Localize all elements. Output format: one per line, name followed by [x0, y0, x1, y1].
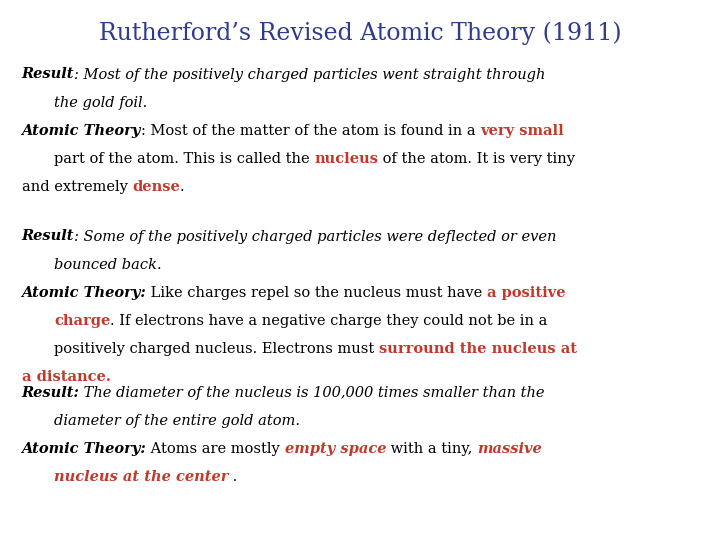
Text: : Some of the positively charged particles were deflected or even: : Some of the positively charged particl… — [74, 230, 557, 244]
Text: Rutherford’s Revised Atomic Theory (1911): Rutherford’s Revised Atomic Theory (1911… — [99, 22, 621, 45]
Text: charge: charge — [54, 314, 110, 328]
Text: diameter of the entire gold atom.: diameter of the entire gold atom. — [54, 414, 300, 428]
Text: bounced back.: bounced back. — [54, 258, 161, 272]
Text: nucleus at the center: nucleus at the center — [54, 470, 228, 484]
Text: Atoms are mostly: Atoms are mostly — [146, 442, 284, 456]
Text: Result: Result — [22, 68, 74, 82]
Text: .: . — [228, 470, 238, 484]
Text: dense: dense — [132, 180, 180, 194]
Text: : Most of the positively charged particles went straight through: : Most of the positively charged particl… — [74, 68, 546, 82]
Text: surround the nucleus at: surround the nucleus at — [379, 342, 577, 356]
Text: The diameter of the nucleus is 100,000 times smaller than the: The diameter of the nucleus is 100,000 t… — [79, 386, 545, 400]
Text: : Most of the matter of the atom is found in a: : Most of the matter of the atom is foun… — [141, 124, 480, 138]
Text: Atomic Theory:: Atomic Theory: — [22, 286, 146, 300]
Text: .: . — [180, 180, 184, 194]
Text: part of the atom. This is called the: part of the atom. This is called the — [54, 152, 314, 166]
Text: Atomic Theory: Atomic Theory — [22, 124, 141, 138]
Text: the gold foil.: the gold foil. — [54, 96, 148, 110]
Text: with a tiny,: with a tiny, — [386, 442, 477, 456]
Text: positively charged nucleus. Electrons must: positively charged nucleus. Electrons mu… — [54, 342, 379, 356]
Text: nucleus: nucleus — [314, 152, 378, 166]
Text: a positive: a positive — [487, 286, 566, 300]
Text: very small: very small — [480, 124, 564, 138]
Text: Result:: Result: — [22, 386, 79, 400]
Text: Result: Result — [22, 230, 74, 244]
Text: . If electrons have a negative charge they could not be in a: . If electrons have a negative charge th… — [110, 314, 548, 328]
Text: massive: massive — [477, 442, 542, 456]
Text: of the atom. It is very tiny: of the atom. It is very tiny — [378, 152, 575, 166]
Text: Atomic Theory:: Atomic Theory: — [22, 442, 146, 456]
Text: Like charges repel so the nucleus must have: Like charges repel so the nucleus must h… — [146, 286, 487, 300]
Text: empty space: empty space — [284, 442, 386, 456]
Text: and extremely: and extremely — [22, 180, 132, 194]
Text: a distance.: a distance. — [22, 370, 110, 384]
